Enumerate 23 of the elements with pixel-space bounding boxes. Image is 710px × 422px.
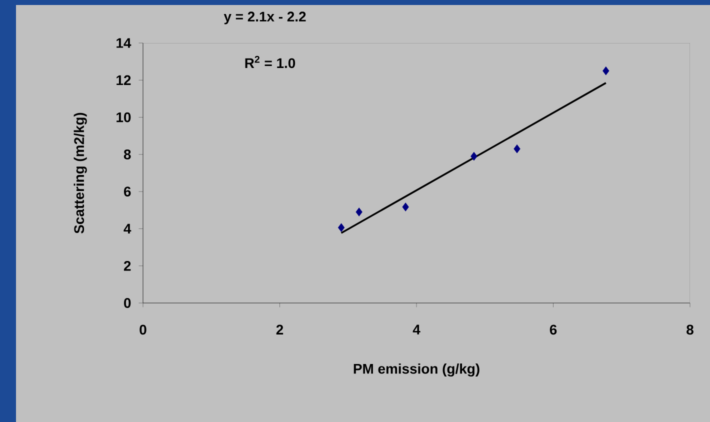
y-tick-label: 4 bbox=[124, 224, 132, 234]
point bbox=[402, 202, 409, 212]
text: y = 2.1x - 2.2 bbox=[224, 12, 306, 24]
x-axis-title: PM emission (g/kg) bbox=[354, 363, 480, 377]
x-tick-label: 4 bbox=[412, 324, 420, 334]
x-tick-label: 6 bbox=[550, 324, 557, 335]
point bbox=[602, 66, 610, 76]
x-tick-label: 2 bbox=[276, 324, 284, 335]
x-tick-label: 0 bbox=[140, 324, 146, 335]
point bbox=[470, 152, 478, 161]
point bbox=[514, 144, 520, 154]
point bbox=[338, 223, 345, 232]
y-tick-label: 12 bbox=[116, 75, 131, 86]
y-tick-label: 6 bbox=[124, 186, 131, 197]
y-axis-title: Scattering (m2/kg) bbox=[74, 112, 87, 234]
x-tick-label: 8 bbox=[686, 324, 694, 335]
y-tick-label: 10 bbox=[116, 112, 131, 122]
y-tick-label: 8 bbox=[124, 149, 131, 160]
annotation: R$^{2}$ = 1.0 bbox=[245, 56, 296, 68]
y-tick-label: 14 bbox=[116, 38, 132, 48]
y-tick-label: 0 bbox=[124, 298, 131, 308]
point bbox=[356, 208, 362, 216]
y-tick-label: 2 bbox=[124, 260, 131, 271]
